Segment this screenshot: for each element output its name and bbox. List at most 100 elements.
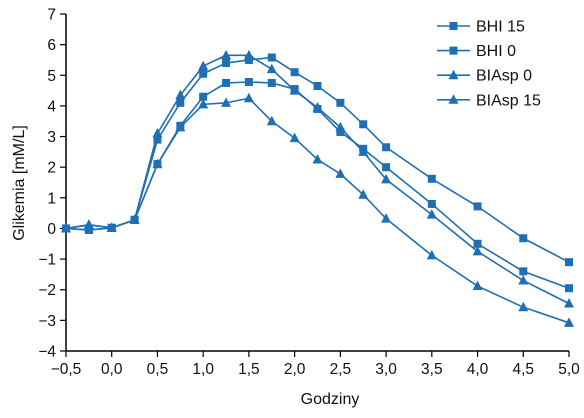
legend-marker <box>448 69 459 80</box>
data-point <box>312 101 323 112</box>
data-point <box>312 154 323 164</box>
data-point <box>152 127 163 138</box>
y-tick-label: −2 <box>38 282 56 299</box>
data-point <box>243 49 254 60</box>
data-point <box>176 98 185 107</box>
series-line <box>65 97 570 324</box>
data-point <box>61 222 71 233</box>
x-tick-label: 0,0 <box>101 361 123 378</box>
x-tick-label: 4,0 <box>467 361 489 378</box>
data-point <box>336 98 345 107</box>
data-point <box>175 121 186 132</box>
data-point <box>221 97 232 107</box>
x-tick-label: −0,5 <box>51 361 82 378</box>
data-point <box>381 213 392 223</box>
data-point <box>198 60 209 71</box>
legend-label: BHI 0 <box>476 43 516 60</box>
x-tick-label: 3,0 <box>375 361 397 378</box>
y-tick-label: 3 <box>47 129 56 146</box>
legend-marker <box>449 46 458 55</box>
data-point <box>153 135 162 144</box>
series-biasp-15 <box>61 92 574 327</box>
data-point <box>129 214 140 224</box>
data-point <box>358 189 369 199</box>
data-point <box>565 258 573 267</box>
x-tick-label: 3,5 <box>421 361 443 378</box>
data-point <box>358 146 369 156</box>
x-tick-label: 1,0 <box>192 361 214 378</box>
data-point <box>289 132 300 143</box>
data-point <box>266 63 277 74</box>
data-point <box>290 68 299 77</box>
legend: BHI 15 BHI 0 BIAsp 0 BIAsp 15 <box>437 19 541 109</box>
data-point <box>266 115 277 126</box>
y-tick-label: 0 <box>47 221 56 238</box>
data-point <box>382 163 391 172</box>
y-tick-label: −1 <box>38 252 56 269</box>
data-point <box>267 78 276 87</box>
x-axis-title: Godziny <box>301 391 360 408</box>
data-point <box>83 219 94 229</box>
data-point <box>244 78 253 87</box>
data-point <box>335 121 346 132</box>
data-point <box>359 120 368 129</box>
y-tick-label: 6 <box>47 37 56 54</box>
data-point <box>518 301 529 312</box>
data-point <box>84 225 93 234</box>
x-tick-label: 0,5 <box>147 361 169 378</box>
x-axis-ticks: −0,5 0,0 0,5 1,0 1,5 2,0 2,5 3,0 3,5 4,0 4,5 5,0 <box>51 351 580 378</box>
legend-item-biasp-15: BIAsp 15 <box>437 92 541 109</box>
x-tick-label: 4,5 <box>512 361 534 378</box>
data-point <box>519 234 528 243</box>
y-tick-label: 7 <box>47 7 56 24</box>
axes <box>65 14 569 352</box>
data-point <box>382 143 391 152</box>
data-point <box>426 209 437 219</box>
y-tick-label: 5 <box>47 68 56 85</box>
legend-item-bhi-0: BHI 0 <box>437 43 516 60</box>
data-point <box>519 267 528 276</box>
legend-item-biasp-0: BIAsp 0 <box>437 68 532 85</box>
data-point <box>518 275 529 285</box>
y-tick-label: −4 <box>38 344 56 361</box>
data-point <box>564 317 574 327</box>
data-point <box>152 158 163 169</box>
y-tick-label: 4 <box>47 98 56 115</box>
legend-label: BHI 15 <box>476 19 525 36</box>
data-point <box>564 298 574 308</box>
data-point <box>243 92 254 103</box>
data-point <box>427 174 436 183</box>
data-point <box>244 55 253 64</box>
legend-label: BIAsp 0 <box>476 68 532 85</box>
legend-label: BIAsp 15 <box>476 92 541 109</box>
data-point <box>427 199 436 208</box>
data-point <box>473 239 482 248</box>
legend-item-bhi-15: BHI 15 <box>437 19 525 36</box>
y-axis-title: Glikemia [mM/L] <box>11 125 28 241</box>
x-tick-label: 1,5 <box>238 361 260 378</box>
data-point <box>565 284 573 293</box>
data-point <box>426 249 437 260</box>
x-tick-label: 2,5 <box>330 361 352 378</box>
legend-marker <box>448 94 459 104</box>
data-point <box>336 127 345 136</box>
y-tick-label: 2 <box>47 160 56 177</box>
y-axis-ticks: −4 −3 −2 −1 0 1 2 3 4 5 6 7 <box>38 7 66 361</box>
data-point <box>473 202 482 211</box>
x-tick-label: 5,0 <box>558 361 580 378</box>
data-point <box>381 173 392 184</box>
data-point <box>221 49 232 60</box>
data-point <box>313 81 322 90</box>
data-point <box>175 89 186 100</box>
data-point <box>199 92 208 101</box>
data-point <box>472 280 483 291</box>
data-point <box>222 78 231 87</box>
y-tick-label: 1 <box>47 190 56 207</box>
data-point <box>199 69 208 78</box>
legend-marker <box>449 22 458 30</box>
data-point <box>106 222 117 232</box>
data-point <box>198 98 209 109</box>
x-tick-label: 2,0 <box>284 361 306 378</box>
series-layer <box>61 49 574 327</box>
